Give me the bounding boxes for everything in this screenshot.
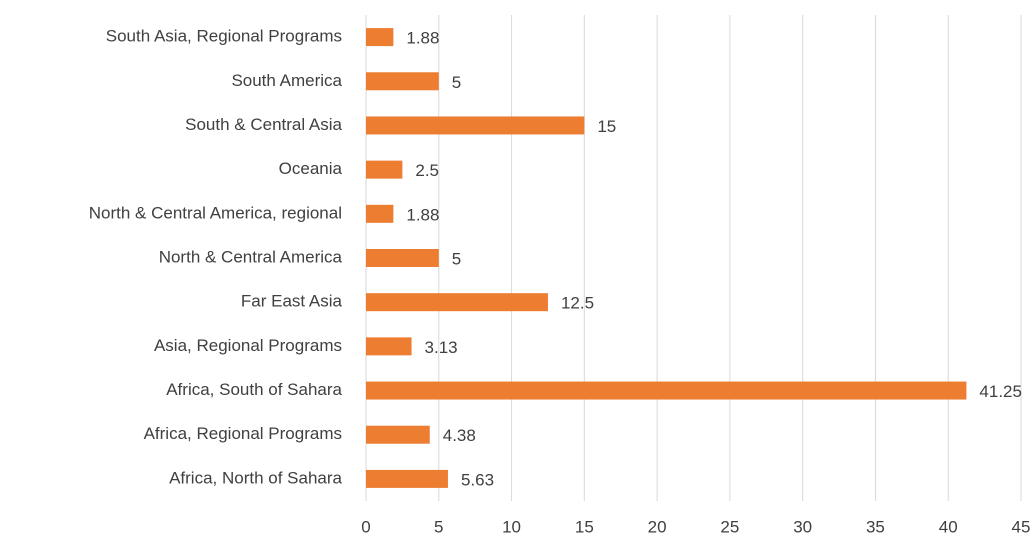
- bar: [366, 425, 430, 444]
- data-label: 5: [452, 249, 461, 268]
- x-tick-label: 35: [866, 517, 885, 536]
- y-tick-label: South America: [231, 71, 342, 90]
- y-tick-label: South Asia, Regional Programs: [106, 27, 342, 46]
- bar: [366, 116, 585, 135]
- x-tick-label: 45: [1012, 517, 1031, 536]
- y-tick-label: Oceania: [279, 159, 343, 178]
- bar: [366, 160, 403, 179]
- data-label: 1.88: [406, 205, 439, 224]
- bar: [366, 469, 448, 488]
- data-label: 41.25: [979, 382, 1022, 401]
- bar: [366, 72, 439, 91]
- y-tick-label: North & Central America: [159, 247, 343, 266]
- y-tick-label: Africa, North of Sahara: [169, 468, 342, 487]
- data-label: 15: [597, 117, 616, 136]
- x-tick-label: 5: [434, 517, 443, 536]
- bar: [366, 249, 439, 267]
- y-tick-label: Far East Asia: [241, 292, 343, 311]
- x-tick-label: 20: [648, 517, 667, 536]
- y-tick-label: South & Central Asia: [185, 115, 342, 134]
- data-label: 12.5: [561, 294, 594, 313]
- y-tick-label: Asia, Regional Programs: [154, 336, 342, 355]
- bar: [366, 337, 412, 356]
- data-label: 3.13: [425, 338, 458, 357]
- x-tick-label: 0: [361, 517, 370, 536]
- x-tick-label: 30: [793, 517, 812, 536]
- bar: [366, 28, 394, 47]
- x-tick-label: 40: [939, 517, 958, 536]
- x-tick-label: 25: [720, 517, 739, 536]
- bar: [366, 381, 967, 400]
- data-label: 1.88: [406, 29, 439, 48]
- data-label: 5: [452, 73, 461, 92]
- x-tick-label: 10: [502, 517, 521, 536]
- bar: [366, 293, 548, 312]
- y-tick-label: North & Central America, regional: [89, 203, 342, 222]
- y-tick-label: Africa, South of Sahara: [166, 380, 342, 399]
- y-tick-label: Africa, Regional Programs: [144, 424, 342, 443]
- bar: [366, 204, 394, 223]
- data-label: 2.5: [415, 161, 439, 180]
- x-tick-label: 15: [575, 517, 594, 536]
- data-label: 4.38: [443, 426, 476, 445]
- data-label: 5.63: [461, 470, 494, 489]
